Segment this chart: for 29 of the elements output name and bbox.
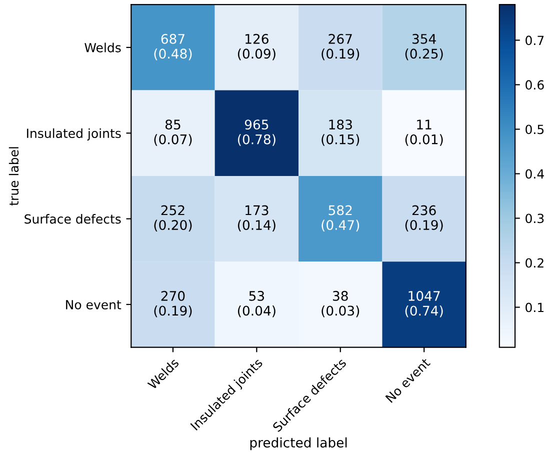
color-bar-label: 0.1 — [526, 302, 544, 312]
data-label: 173 (0.14) — [238, 205, 276, 232]
data-label: 126 (0.09) — [238, 34, 276, 60]
data-label: 53 (0.04) — [238, 290, 276, 318]
data-label: 1047 (0.74) — [405, 290, 443, 318]
x-axis-title: predicted label — [250, 437, 347, 450]
data-label: 183 (0.15) — [322, 120, 360, 146]
data-label: 252 (0.20) — [154, 205, 192, 232]
color-bar-label: 0.3 — [526, 214, 544, 224]
color-bar-label: 0.7 — [526, 36, 544, 46]
color-bar-label: 0.4 — [526, 169, 544, 179]
color-bar-label: 0.6 — [526, 80, 544, 90]
data-label: 687 (0.48) — [154, 34, 192, 60]
data-label: 582 (0.47) — [322, 205, 360, 232]
data-label: 270 (0.19) — [154, 290, 192, 318]
y-axis-title: true label — [8, 147, 19, 206]
data-label: 965 (0.78) — [238, 120, 276, 146]
data-label: 267 (0.19) — [322, 34, 360, 60]
y-tick-label: Insulated joints — [27, 128, 121, 140]
data-label: 236 (0.19) — [405, 205, 443, 232]
color-bar-label: 0.2 — [526, 258, 544, 268]
y-tick-label: Welds — [84, 42, 121, 52]
y-tick-label: Surface defects — [24, 214, 121, 224]
data-label: 354 (0.25) — [405, 34, 443, 60]
data-label: 11 (0.01) — [405, 120, 443, 146]
data-label: 85 (0.07) — [154, 120, 192, 146]
color-bar-label: 0.5 — [526, 124, 544, 134]
y-tick-label: No event — [66, 300, 122, 310]
data-label: 38 (0.03) — [322, 290, 360, 318]
